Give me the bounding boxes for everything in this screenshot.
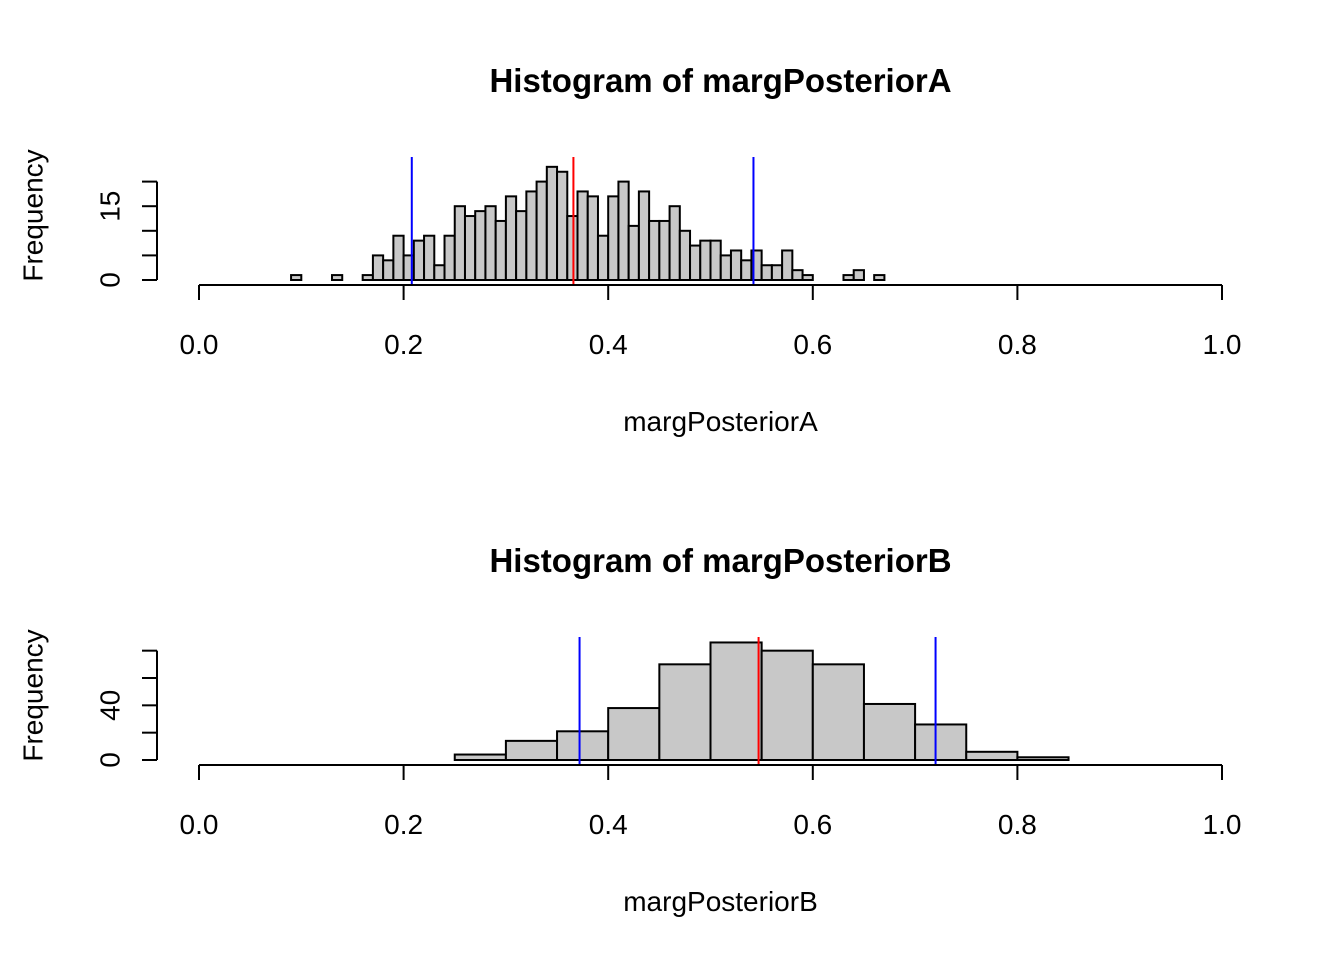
histogram-bar [791, 269, 804, 282]
histogram-bar [535, 180, 548, 282]
x-tick-label: 0.8 [998, 809, 1037, 840]
histogram-bar [515, 210, 528, 281]
histogram-bar [740, 259, 753, 282]
histogram-bar [668, 205, 681, 281]
x-tick-label: 0.6 [793, 329, 832, 360]
histogram-bar [504, 195, 518, 281]
histogram-bar [689, 244, 702, 281]
y-axis: 0 40 [94, 649, 158, 768]
histogram-bar [709, 641, 763, 762]
histogram-bar [658, 663, 712, 761]
histogram-bar [290, 274, 303, 281]
x-axis-label: margPosteriorA [623, 406, 818, 437]
histogram-bar [504, 739, 559, 761]
histogram-bar [586, 195, 599, 281]
histogram-bar [781, 249, 794, 281]
x-tick-label: 0.4 [589, 809, 628, 840]
histogram-bar [914, 723, 968, 762]
y-tick-label: 0 [94, 272, 125, 288]
histogram-bar [627, 224, 640, 282]
x-tick-label: 1.0 [1203, 329, 1242, 360]
histogram-bar [361, 274, 374, 281]
histogram-bar [617, 180, 630, 282]
histogram-bar [525, 190, 538, 281]
chart-title: Histogram of margPosteriorA [489, 62, 951, 99]
histogram-bar [423, 234, 436, 281]
x-axis: 0.0 0.2 0.4 0.6 0.8 1.0 [180, 284, 1242, 360]
x-tick-label: 0.0 [180, 809, 219, 840]
y-axis-label: Frequency [17, 149, 48, 281]
histogram-bar [873, 274, 886, 281]
histogram-bar [382, 259, 395, 282]
histogram-bar [453, 205, 466, 281]
x-tick-label: 0.6 [793, 809, 832, 840]
histogram-bar [637, 190, 651, 281]
y-tick-label: 40 [94, 690, 125, 721]
histogram-bar [719, 254, 732, 281]
y-axis: 0 15 [94, 180, 158, 288]
histogram-bar [729, 249, 743, 281]
histogram-bar [862, 702, 917, 762]
histogram-bar [760, 264, 773, 281]
histogram-bar [494, 219, 507, 282]
histogram-bar [852, 269, 865, 282]
histogram-bar [371, 254, 385, 281]
y-axis-label: Frequency [17, 629, 48, 761]
chart-title: Histogram of margPosteriorB [489, 542, 951, 579]
x-axis: 0.0 0.2 0.4 0.6 0.8 1.0 [180, 764, 1242, 840]
histogram-bar [965, 750, 1019, 761]
histogram-bar [556, 730, 610, 761]
histogram-bar [484, 205, 497, 281]
histogram-bar [443, 234, 456, 281]
y-tick-label: 15 [94, 191, 125, 222]
histogram-bar [392, 234, 405, 281]
x-axis-label: margPosteriorB [623, 886, 818, 917]
histogram-bar [842, 274, 855, 281]
histogram-bar [545, 165, 559, 281]
x-tick-label: 0.8 [998, 329, 1037, 360]
histogram-bar [576, 190, 589, 281]
histogram-bar [412, 239, 426, 281]
x-tick-label: 0.2 [384, 329, 423, 360]
x-tick-label: 1.0 [1203, 809, 1242, 840]
x-tick-label: 0.2 [384, 809, 423, 840]
histogram-bar [770, 264, 784, 281]
histogram-bar [330, 274, 344, 281]
histogram-bar [607, 707, 661, 761]
histogram-bar [566, 215, 579, 281]
y-tick-label: 0 [94, 752, 125, 768]
histogram-bar [760, 649, 814, 762]
histogram-bar [658, 219, 671, 282]
x-tick-label: 0.4 [589, 329, 628, 360]
histogram-bar [678, 229, 692, 282]
histogram-bar [453, 753, 507, 761]
histogram-bar [474, 210, 487, 281]
histogram-bar [648, 219, 661, 282]
histogram-bar [596, 234, 610, 281]
histogram-bar [811, 663, 865, 761]
histogram-bar [607, 195, 620, 281]
histogram-bar [1016, 756, 1070, 761]
x-tick-label: 0.0 [180, 329, 219, 360]
histogram-bar [463, 215, 477, 281]
histogram-bar [556, 170, 569, 281]
histogram-bar [709, 239, 722, 281]
histogram-bar [433, 264, 446, 281]
histogram-bar [801, 274, 814, 281]
histogram-bar [699, 239, 712, 281]
